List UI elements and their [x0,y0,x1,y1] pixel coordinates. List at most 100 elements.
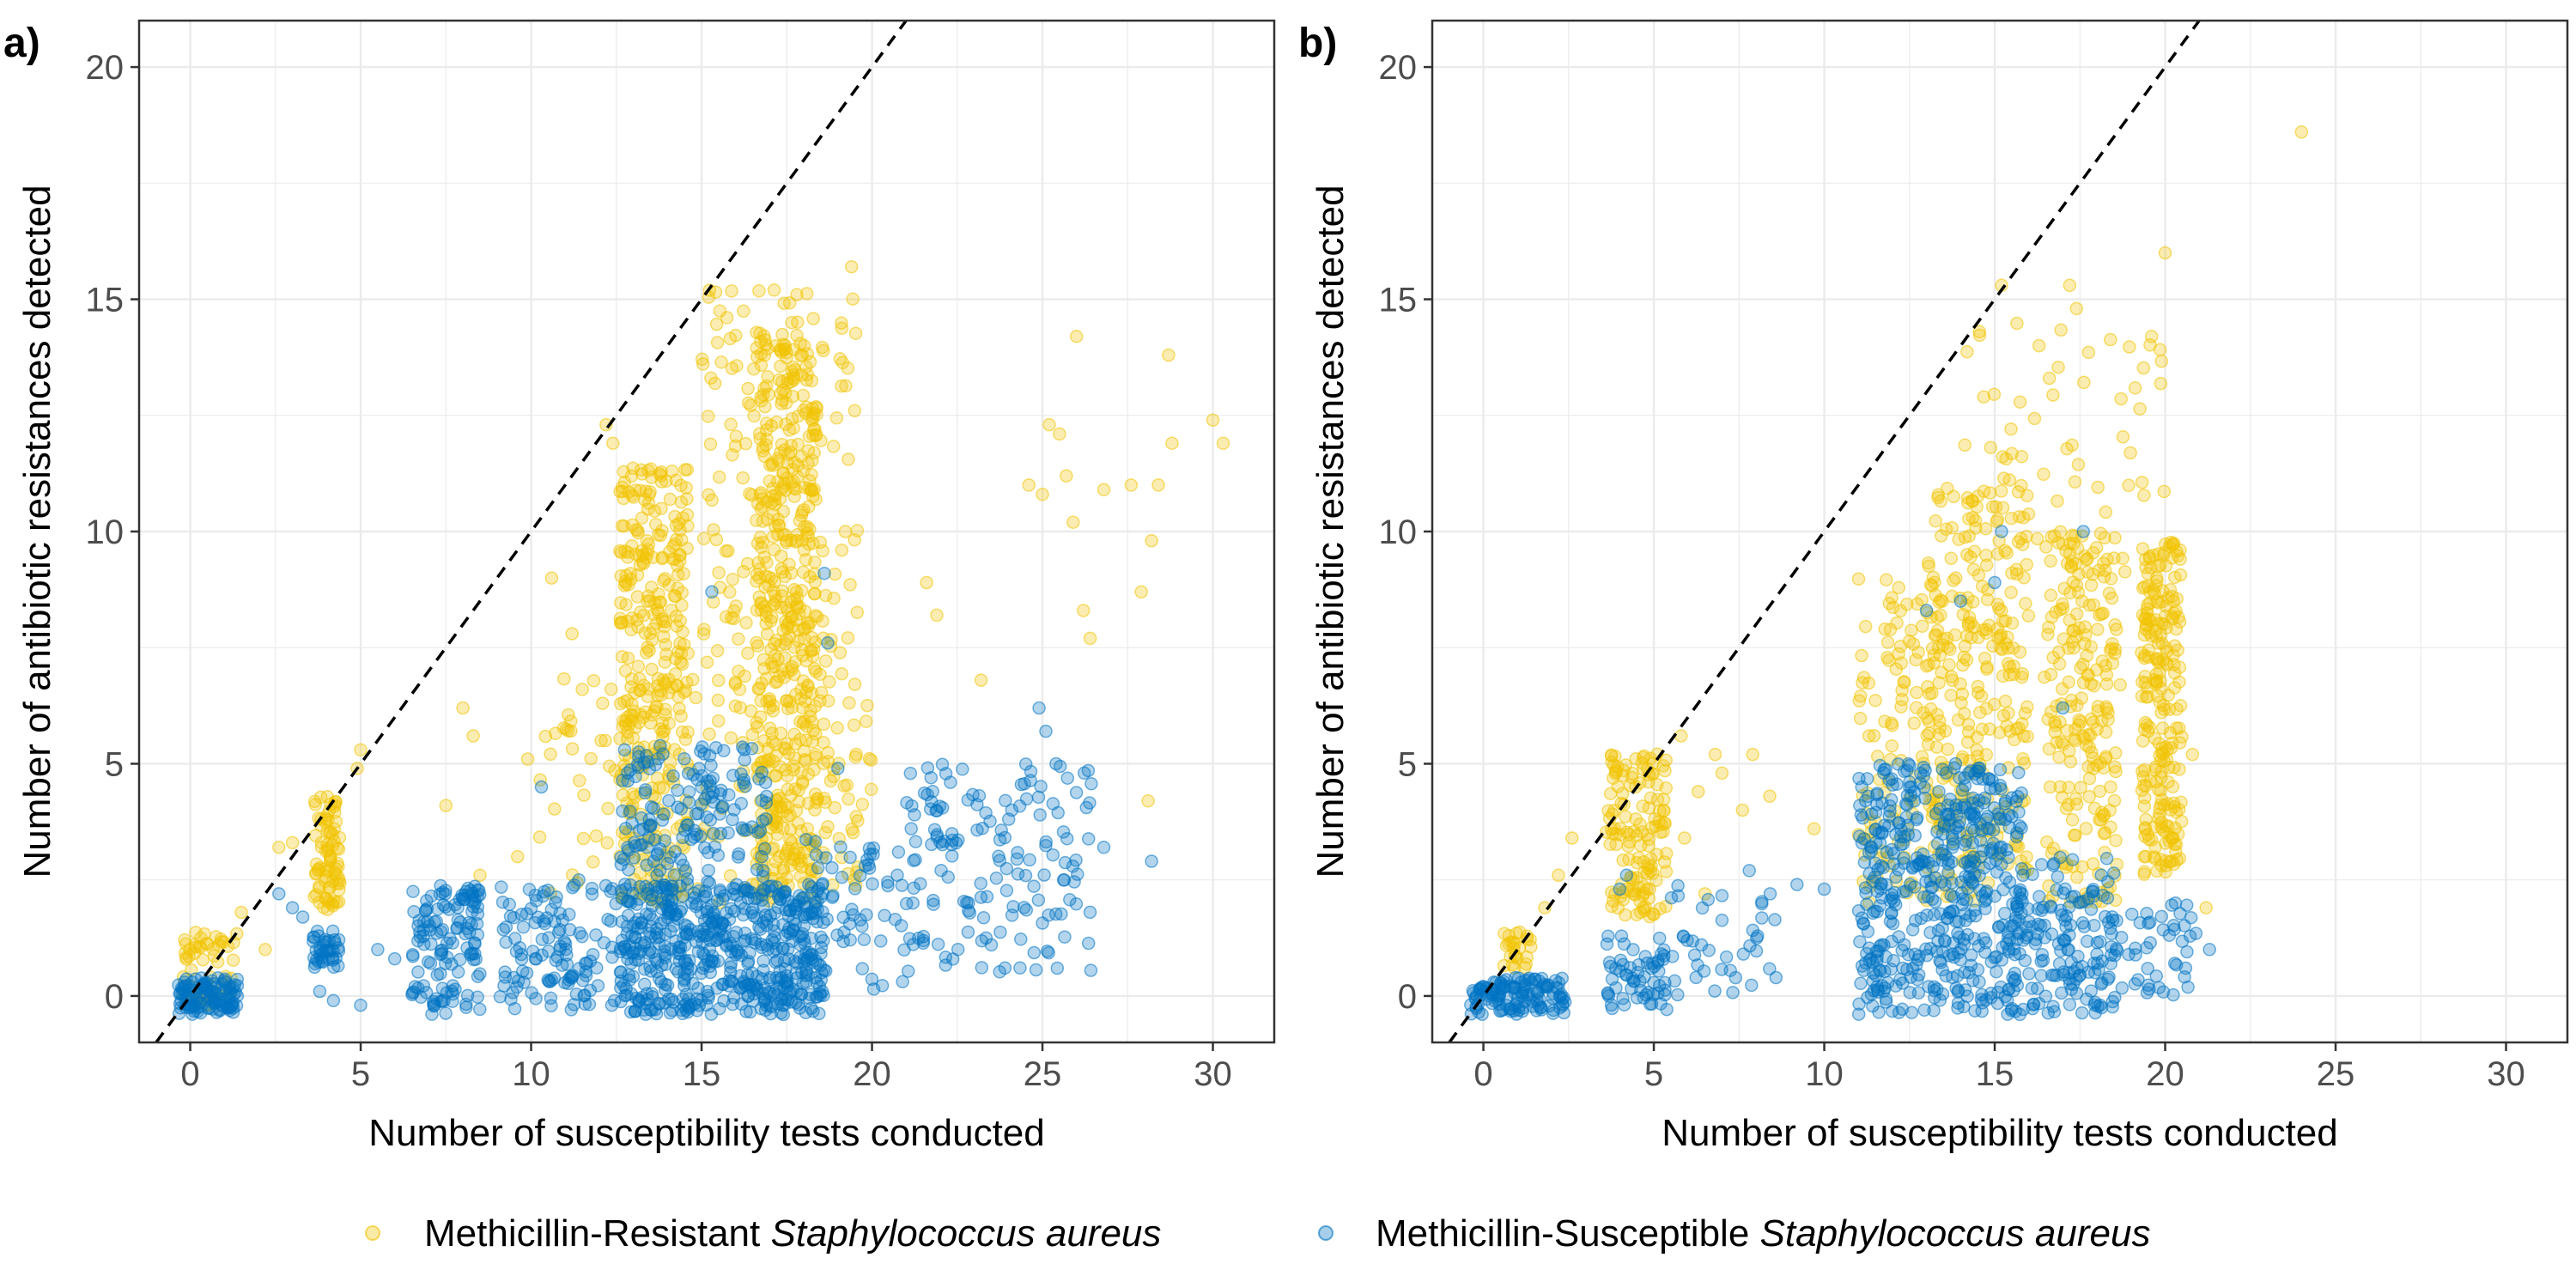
mrsa-point [2173,552,2187,566]
mssa-point [1988,575,2002,590]
mrsa-point [1206,413,1220,427]
mrsa-point [702,727,716,741]
mrsa-point [633,671,647,686]
mssa-point [2013,883,2027,897]
mssa-point [617,878,632,891]
mrsa-point [258,943,272,957]
mssa-point [1643,997,1657,1012]
mssa-point [1697,964,1711,978]
mrsa-point [2004,422,2018,436]
mssa-point [1975,987,1989,1002]
mssa-point [2013,1007,2027,1022]
mssa-point [1023,853,1036,867]
mrsa-point [1880,573,1893,586]
mssa-point [2101,875,2115,889]
mssa-point [419,904,433,918]
mrsa-point [1613,822,1627,835]
mrsa-point [1951,713,1965,727]
mrsa-point [626,490,641,504]
mrsa-point [2055,682,2069,696]
mssa-point [2141,962,2154,975]
mssa-point [1975,1004,1989,1018]
mrsa-point [2051,360,2065,374]
mrsa-point [1979,549,1993,562]
mssa-point [866,877,879,891]
mssa-point [617,743,632,756]
mrsa-point [2084,578,2099,592]
mssa-point [659,957,673,971]
mssa-point [1605,972,1619,986]
mssa-point [1905,923,1920,937]
mrsa-point [1631,851,1646,865]
mrsa-point [2135,475,2149,489]
mrsa-point [621,550,635,564]
mssa-point [650,868,664,882]
mssa-point [944,775,957,789]
mrsa-point [2123,340,2136,354]
mrsa-point [1643,864,1657,878]
mssa-point [894,919,908,933]
mssa-point [1037,868,1051,882]
mssa-point [1619,868,1634,883]
mssa-point [1858,881,1873,895]
mrsa-point [226,953,240,967]
mrsa-point [2062,641,2075,655]
mrsa-point [665,464,679,478]
mssa-point [1042,945,1055,960]
mssa-point [1050,961,1065,975]
mrsa-point [855,797,870,811]
mrsa-point [643,594,657,608]
mrsa-point [1966,595,1980,609]
mrsa-point [809,492,823,507]
mssa-point [846,908,860,922]
mrsa-point [2154,376,2168,391]
mrsa-point [631,659,646,673]
mrsa-point [532,830,547,844]
mrsa-point [805,468,818,482]
mrsa-point [2001,641,2015,655]
mssa-point [974,877,987,890]
mrsa-point [586,673,601,688]
mssa-point [572,872,586,887]
mrsa-point [667,743,682,756]
mrsa-point [624,623,638,637]
mssa-point [529,992,543,1005]
mssa-point [514,947,528,962]
mrsa-point [785,365,799,379]
mrsa-point [766,584,781,598]
mssa-point [983,814,997,829]
mrsa-point [1926,570,1941,585]
mrsa-point [1942,658,1956,672]
mrsa-point [790,288,804,301]
mrsa-point [1969,521,1983,535]
mssa-point [1889,827,1903,841]
mssa-point [471,990,484,1004]
mrsa-point [713,304,727,318]
mssa-point [781,909,796,923]
mssa-point [2063,928,2076,942]
mrsa-point [678,463,692,477]
mssa-point [1555,971,1569,986]
mssa-point [680,961,695,975]
mrsa-point [2011,485,2026,499]
mrsa-point [798,621,811,635]
mrsa-point [823,774,838,788]
mrsa-point [785,315,799,330]
mssa-point [998,961,1012,975]
mrsa-point [2166,831,2180,845]
mssa-point [459,921,474,936]
mrsa-point [1708,747,1722,762]
mssa-point [429,927,444,940]
mrsa-point [641,496,656,510]
mssa-point [2090,935,2105,950]
mrsa-point [1853,711,1868,726]
gridlines-a [139,21,1274,1042]
mssa-point [2010,826,2024,840]
mssa-point [1046,848,1060,862]
mssa-point [655,813,670,827]
mrsa-point [837,779,851,793]
mssa-point [1932,785,1946,799]
mssa-point [1081,832,1096,846]
